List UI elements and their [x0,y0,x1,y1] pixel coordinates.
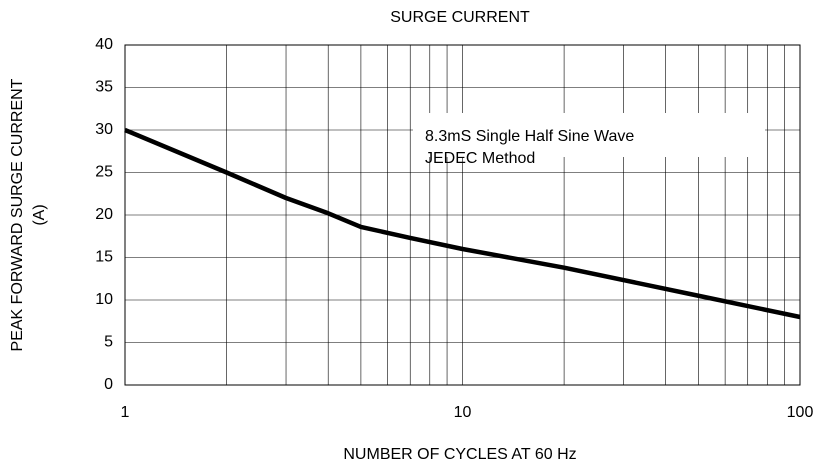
y-tick-label: 30 [95,121,113,138]
annotation-box [413,113,765,157]
y-tick-label: 15 [95,249,113,266]
grid [124,44,801,386]
y-tick-label: 40 [95,36,113,53]
annotation: 8.3mS Single Half Sine Wave [425,128,634,145]
y-tick-label: 5 [104,334,113,351]
y-tick-label: 10 [95,291,113,308]
x-axis-label: NUMBER OF CYCLES AT 60 Hz [343,446,576,463]
annotation: JEDEC Method [425,150,535,167]
y-tick-label: 25 [95,164,113,181]
chart-title: SURGE CURRENT [390,9,530,26]
y-axis-unit: (A) [31,204,48,225]
y-axis-label: PEAK FORWARD SURGE CURRENT [9,78,26,351]
x-tick-label: 1 [121,404,130,421]
y-tick-label: 35 [95,79,113,96]
y-tick-label: 0 [104,376,113,393]
x-tick-label: 10 [454,404,472,421]
plot-frame [124,44,801,386]
y-tick-label: 20 [95,206,113,223]
x-tick-label: 100 [787,404,814,421]
line [124,127,801,320]
